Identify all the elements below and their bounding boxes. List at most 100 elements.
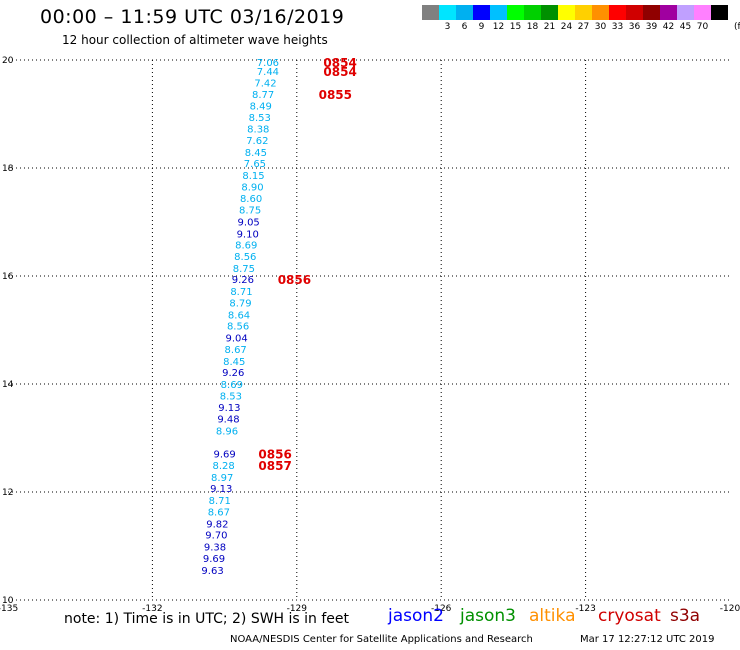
legend-label: 15 <box>509 22 522 32</box>
wave-height-point: 7.65 <box>244 159 266 170</box>
legend-swatch <box>507 5 524 20</box>
wave-height-point: 8.56 <box>234 252 256 263</box>
legend-swatch <box>558 5 575 20</box>
mission-s3a: s3a <box>670 606 701 626</box>
legend-label: 3 <box>444 22 451 32</box>
wave-height-point: 8.67 <box>225 345 247 356</box>
mission-cryosat: cryosat <box>598 606 661 626</box>
legend-swatch <box>422 5 439 20</box>
wave-height-point: 9.63 <box>201 566 223 577</box>
wave-height-point: 8.77 <box>252 90 274 101</box>
legend-label: 45 <box>679 22 692 32</box>
wave-height-point: 7.44 <box>257 67 279 78</box>
x-tick-label: -129 <box>287 604 308 614</box>
generated-timestamp: Mar 17 12:27:12 UTC 2019 <box>580 634 715 645</box>
wave-height-point: 8.71 <box>230 287 252 298</box>
x-tick-label: -120 <box>720 604 740 614</box>
pass-time-label: 0856 <box>278 273 311 287</box>
y-tick-label: 12 <box>2 488 13 498</box>
chart-title: 00:00 – 11:59 UTC 03/16/2019 <box>40 6 345 28</box>
wave-height-point: 8.45 <box>245 148 267 159</box>
legend-label: 42 <box>662 22 675 32</box>
wave-height-point: 8.75 <box>239 206 261 217</box>
legend-label: 9 <box>478 22 485 32</box>
wave-height-point: 8.67 <box>208 507 230 518</box>
legend-swatch <box>643 5 660 20</box>
y-tick-label: 16 <box>2 272 14 282</box>
legend-swatch <box>626 5 643 20</box>
wave-height-point: 7.62 <box>246 136 268 147</box>
legend-swatch <box>694 5 711 20</box>
wave-height-point: 8.53 <box>220 391 242 402</box>
pass-time-label: 0854 <box>323 56 356 70</box>
x-tick-label: -123 <box>575 604 595 614</box>
legend-label: 21 <box>543 22 556 32</box>
wave-height-point: 9.05 <box>238 217 260 228</box>
x-tick-label: -135 <box>0 604 18 614</box>
wave-height-point: 9.26 <box>232 275 254 286</box>
wave-height-point: 9.69 <box>213 450 235 461</box>
legend-swatch <box>490 5 507 20</box>
wave-height-point: 9.48 <box>217 415 239 426</box>
legend-swatch <box>711 5 728 20</box>
wave-height-point: 8.28 <box>213 461 235 472</box>
wave-height-point: 8.97 <box>211 473 233 484</box>
wave-height-point: 8.56 <box>227 322 249 333</box>
legend-label: 18 <box>526 22 539 32</box>
wave-height-point: 9.69 <box>203 554 225 565</box>
x-tick-label: -132 <box>142 604 162 614</box>
legend-label: 12 <box>492 22 505 32</box>
legend-swatch <box>609 5 626 20</box>
mission-altika: altika <box>529 606 576 626</box>
legend-swatch <box>473 5 490 20</box>
legend-label: 30 <box>594 22 607 32</box>
wave-height-point: 8.15 <box>242 171 264 182</box>
mission-jason3: jason3 <box>460 606 516 626</box>
wave-height-point: 9.04 <box>226 334 248 345</box>
pass-time-label: 0856 <box>258 448 291 462</box>
x-tick-label: -126 <box>431 604 452 614</box>
wave-height-point: 9.82 <box>206 519 228 530</box>
chart-subtitle: 12 hour collection of altimeter wave hei… <box>62 33 328 47</box>
wave-height-point: 9.38 <box>204 543 226 554</box>
wave-height-point: 8.69 <box>235 241 257 252</box>
wave-height-point: 9.26 <box>222 368 244 379</box>
legend-swatch <box>592 5 609 20</box>
legend-label: 27 <box>577 22 590 32</box>
wave-height-point: 8.60 <box>240 194 262 205</box>
wave-height-point: 9.70 <box>205 531 227 542</box>
footnote: note: 1) Time is in UTC; 2) SWH is in fe… <box>64 611 350 627</box>
wave-height-point: 9.13 <box>218 403 240 414</box>
wave-height-point: 8.64 <box>228 310 250 321</box>
y-tick-label: 14 <box>2 380 14 390</box>
pass-time-label: 0854 <box>323 65 356 79</box>
legend-swatch <box>456 5 473 20</box>
wave-height-point: 7.06 <box>257 58 279 69</box>
y-tick-label: 20 <box>2 56 14 66</box>
wave-height-point: 8.96 <box>216 426 238 437</box>
legend-label: 24 <box>560 22 573 32</box>
legend-swatch <box>524 5 541 20</box>
legend-swatch <box>541 5 558 20</box>
agency-credit: NOAA/NESDIS Center for Satellite Applica… <box>230 634 533 645</box>
wave-height-point: 7.42 <box>254 79 276 90</box>
pass-time-label: 0855 <box>319 88 352 102</box>
wave-height-point: 8.53 <box>249 113 271 124</box>
legend-label: 36 <box>628 22 641 32</box>
wave-height-point: 8.75 <box>233 264 255 275</box>
legend-unit: (ft) <box>734 22 740 32</box>
wave-height-point: 9.13 <box>210 484 232 495</box>
wave-height-point: 8.90 <box>241 182 263 193</box>
legend-label: 6 <box>461 22 468 32</box>
wave-height-point: 8.45 <box>223 357 245 368</box>
y-tick-label: 10 <box>2 596 14 606</box>
legend-label: 39 <box>645 22 658 32</box>
color-legend-swatches <box>422 5 728 20</box>
legend-label: 33 <box>611 22 624 32</box>
legend-swatch <box>439 5 456 20</box>
wave-height-point: 8.69 <box>221 380 243 391</box>
legend-swatch <box>660 5 677 20</box>
wave-height-point: 8.49 <box>250 101 272 112</box>
